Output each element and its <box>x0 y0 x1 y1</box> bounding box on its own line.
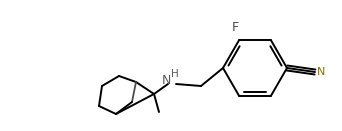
Text: N: N <box>317 67 325 77</box>
Text: H: H <box>171 69 179 79</box>
Text: N: N <box>162 75 171 88</box>
Text: F: F <box>232 21 239 34</box>
